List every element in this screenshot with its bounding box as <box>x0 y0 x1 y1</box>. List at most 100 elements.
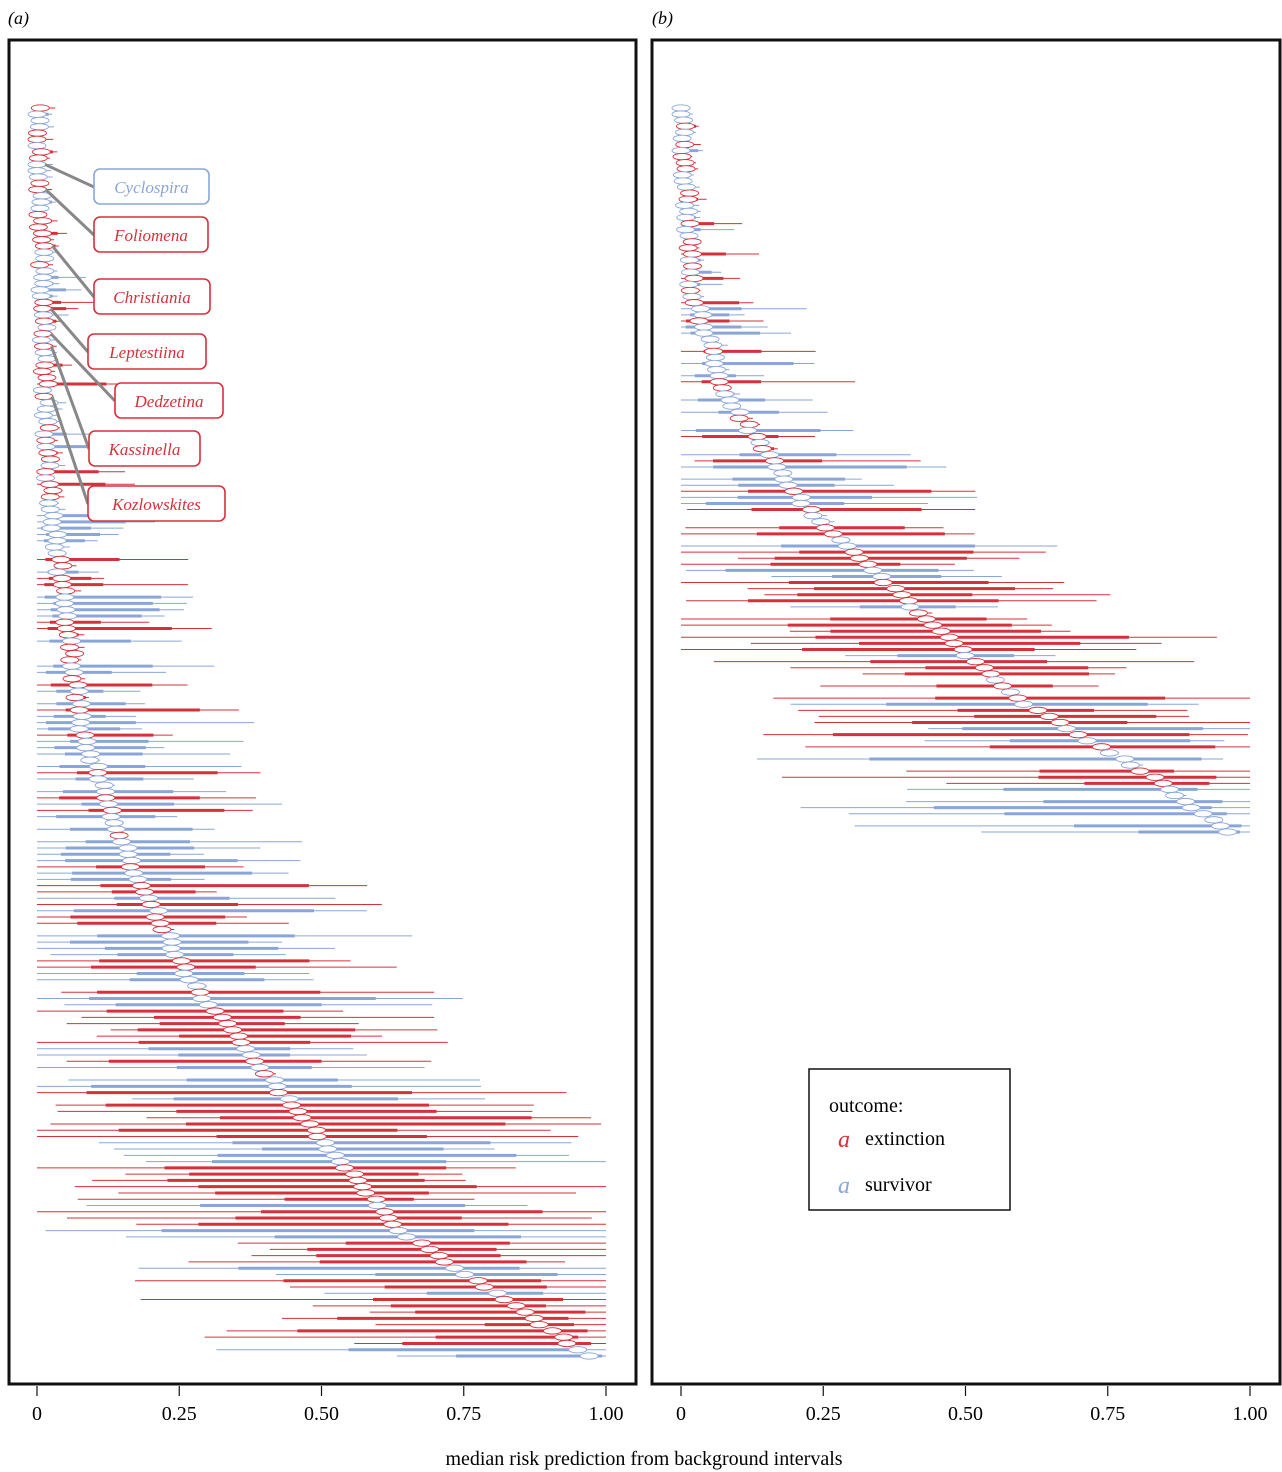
callout-leader-line <box>51 245 96 298</box>
median-marker <box>873 578 893 587</box>
median-marker <box>30 116 50 125</box>
median-marker <box>683 250 702 258</box>
median-marker <box>900 603 920 611</box>
median-marker <box>712 384 732 392</box>
median-marker <box>47 549 67 557</box>
median-marker <box>37 374 57 382</box>
median-marker <box>671 146 691 155</box>
callout-leader-line <box>44 188 96 237</box>
median-marker <box>40 505 60 514</box>
median-marker <box>69 706 89 714</box>
median-marker <box>187 982 207 990</box>
median-marker <box>515 1308 535 1316</box>
median-marker <box>31 148 51 156</box>
median-marker <box>682 238 702 246</box>
median-marker <box>68 681 88 689</box>
median-marker <box>765 457 785 465</box>
panel-a-plot <box>27 104 606 1360</box>
median-marker <box>886 584 906 593</box>
median-marker <box>88 769 108 777</box>
median-marker <box>165 950 185 959</box>
median-marker <box>32 386 52 394</box>
median-marker <box>773 469 793 477</box>
median-marker <box>145 913 165 921</box>
median-marker <box>60 643 79 651</box>
median-marker <box>672 134 692 143</box>
median-marker <box>27 160 47 169</box>
median-marker <box>672 171 692 179</box>
median-marker <box>101 813 121 821</box>
median-marker <box>33 217 53 225</box>
median-marker <box>62 662 81 670</box>
median-marker <box>96 787 116 796</box>
median-marker <box>33 330 53 338</box>
median-marker <box>36 405 56 413</box>
median-marker <box>109 831 129 840</box>
median-marker <box>981 670 1001 678</box>
median-marker <box>44 543 64 551</box>
median-marker <box>791 493 811 502</box>
median-marker <box>675 140 695 149</box>
median-marker <box>150 919 170 927</box>
x-tick-label: 1.00 <box>1233 1403 1268 1425</box>
median-marker <box>28 210 48 219</box>
median-marker <box>71 700 91 708</box>
legend-label-extinction: extinction <box>865 1128 945 1150</box>
median-marker <box>40 493 60 501</box>
median-marker <box>335 1164 354 1172</box>
median-marker <box>494 1295 514 1304</box>
median-marker <box>35 254 55 263</box>
callout-leader-line <box>49 332 117 403</box>
callout-leader-line <box>50 345 91 450</box>
median-marker <box>72 712 92 720</box>
callout-genus-label: Cyclospira <box>114 178 189 197</box>
x-tick-label: 0.75 <box>446 1403 481 1425</box>
median-marker <box>34 242 54 250</box>
median-marker <box>51 555 71 564</box>
median-marker <box>179 976 199 984</box>
median-marker <box>468 1277 488 1285</box>
median-marker <box>55 599 74 608</box>
median-marker <box>542 1327 562 1335</box>
median-marker <box>678 244 698 252</box>
median-marker <box>420 1245 440 1254</box>
median-marker <box>429 1252 449 1260</box>
median-marker <box>27 135 47 144</box>
median-marker <box>353 1183 373 1191</box>
median-marker <box>709 378 729 386</box>
median-marker <box>254 1070 274 1078</box>
median-marker <box>966 657 985 666</box>
median-marker <box>27 110 47 118</box>
median-marker <box>34 317 54 325</box>
median-marker <box>803 511 823 520</box>
median-marker <box>171 957 191 965</box>
median-marker <box>557 1339 577 1348</box>
median-marker <box>682 292 702 301</box>
median-marker <box>700 335 720 343</box>
median-marker <box>40 455 60 463</box>
median-marker <box>720 396 740 404</box>
median-marker <box>674 116 694 124</box>
median-marker <box>307 1132 327 1141</box>
median-marker <box>1160 785 1180 794</box>
callout-genus-label: Kassinella <box>108 440 181 459</box>
median-marker <box>58 631 78 639</box>
median-marker <box>434 1258 454 1266</box>
median-marker <box>27 167 47 175</box>
median-marker <box>34 248 54 256</box>
median-marker <box>41 524 61 532</box>
median-marker <box>831 536 851 544</box>
median-marker <box>174 969 194 978</box>
median-marker <box>1193 810 1213 818</box>
median-marker <box>118 844 138 852</box>
median-marker <box>27 141 47 150</box>
median-marker <box>974 664 994 672</box>
median-marker <box>34 298 54 307</box>
median-marker <box>899 597 919 605</box>
median-marker <box>131 881 151 890</box>
median-marker <box>223 1026 243 1034</box>
median-marker <box>33 411 53 419</box>
median-marker <box>102 806 122 815</box>
median-marker <box>1057 724 1076 733</box>
median-marker <box>58 612 78 620</box>
